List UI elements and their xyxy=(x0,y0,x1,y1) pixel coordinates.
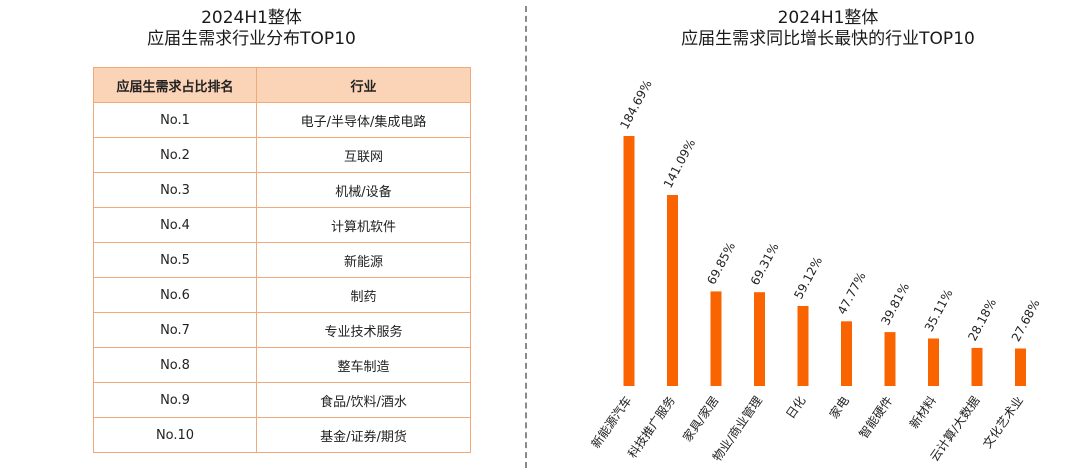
rank-cell: No.3 xyxy=(93,172,257,208)
rank-cell: No.8 xyxy=(93,347,257,383)
bar-value-label: 141.09% xyxy=(661,137,698,191)
category-label: 日化 xyxy=(783,394,808,422)
industry-cell: 互联网 xyxy=(256,137,471,173)
rank-cell: No.10 xyxy=(93,417,257,453)
bar-value-label: 39.81% xyxy=(878,281,912,328)
industry-cell: 计算机软件 xyxy=(256,207,471,243)
industry-cell: 食品/饮料/酒水 xyxy=(256,382,471,418)
bar-value-label: 28.18% xyxy=(965,296,999,343)
industry-cell: 电子/半导体/集成电路 xyxy=(256,102,471,138)
table-row: No.4 计算机软件 xyxy=(93,207,471,243)
table-row: No.10 基金/证券/期货 xyxy=(93,417,471,453)
right-title: 2024H1整体 应届生需求同比增长最快的行业TOP10 xyxy=(570,8,1080,50)
category-label: 家电 xyxy=(826,393,852,421)
industry-column-header: 行业 xyxy=(256,67,471,103)
bar xyxy=(710,291,722,386)
industry-cell: 机械/设备 xyxy=(256,172,471,208)
rank-cell: No.7 xyxy=(93,312,257,348)
left-title-line1: 2024H1整体 xyxy=(201,8,302,28)
table-row: No.2 互联网 xyxy=(93,137,471,173)
bar xyxy=(623,136,635,386)
category-label: 家具/家居 xyxy=(679,393,721,444)
industry-cell: 整车制造 xyxy=(256,347,471,383)
growth-bar-chart: 184.69%新能源汽车141.09%科技推广服务69.85%家具/家居69.3… xyxy=(588,78,1043,464)
bar-value-label: 69.85% xyxy=(704,240,738,287)
rank-cell: No.1 xyxy=(93,102,257,138)
rank-cell: No.6 xyxy=(93,277,257,313)
rank-cell: No.5 xyxy=(93,242,257,278)
bar-value-label: 35.11% xyxy=(922,287,956,334)
bar xyxy=(667,195,678,386)
category-label: 智能硬件 xyxy=(856,393,896,441)
bar-value-label: 59.12% xyxy=(791,254,825,301)
bar xyxy=(797,306,809,386)
industry-cell: 新能源 xyxy=(256,242,471,278)
right-title-line2: 应届生需求同比增长最快的行业TOP10 xyxy=(681,29,975,49)
table-header-row: 应届生需求占比排名 行业 xyxy=(93,67,471,103)
industry-cell: 基金/证券/期货 xyxy=(256,417,471,453)
category-label: 文化艺术业 xyxy=(979,393,1026,451)
rank-cell: No.2 xyxy=(93,137,257,173)
bar-value-label: 184.69% xyxy=(617,78,654,132)
bar-value-label: 27.68% xyxy=(1009,297,1043,344)
table-row: No.5 新能源 xyxy=(93,242,471,278)
table-row: No.8 整车制造 xyxy=(93,347,471,383)
panel-divider xyxy=(525,6,527,468)
rank-cell: No.9 xyxy=(93,382,257,418)
industry-cell: 专业技术服务 xyxy=(256,312,471,348)
left-title: 2024H1整体 应届生需求行业分布TOP10 xyxy=(20,8,483,50)
category-label: 新材料 xyxy=(906,393,939,431)
right-panel: 2024H1整体 应届生需求同比增长最快的行业TOP10 184.69% 新能源汽… xyxy=(528,0,1080,472)
industry-cell: 制药 xyxy=(256,277,471,313)
industry-ranking-table: 应届生需求占比排名 行业 No.1 电子/半导体/集成电路 No.2 互联网 No.… xyxy=(93,67,471,453)
left-panel: 2024H1整体 应届生需求行业分布TOP10 应届生需求占比排名 行业 No.… xyxy=(0,0,525,472)
bar xyxy=(971,347,983,386)
bar xyxy=(884,332,896,386)
bar xyxy=(928,338,939,386)
left-title-line2: 应届生需求行业分布TOP10 xyxy=(147,29,356,49)
table-row: No.9 食品/饮料/酒水 xyxy=(93,382,471,418)
right-title-line1: 2024H1整体 xyxy=(777,8,879,28)
bar xyxy=(1015,348,1026,386)
table-row: No.1 电子/半导体/集成电路 xyxy=(93,102,471,138)
bar xyxy=(841,321,852,386)
table-row: No.7 专业技术服务 xyxy=(93,312,471,348)
category-label: 新能源汽车 xyxy=(588,393,635,451)
table-row: No.3 机械/设备 xyxy=(93,172,471,208)
bar xyxy=(754,292,765,386)
bar-value-label: 47.77% xyxy=(835,270,869,317)
bar-value-label: 69.31% xyxy=(748,241,782,288)
rank-cell: No.4 xyxy=(93,207,257,243)
table-row: No.6 制药 xyxy=(93,277,471,313)
rank-column-header: 应届生需求占比排名 xyxy=(93,67,257,103)
